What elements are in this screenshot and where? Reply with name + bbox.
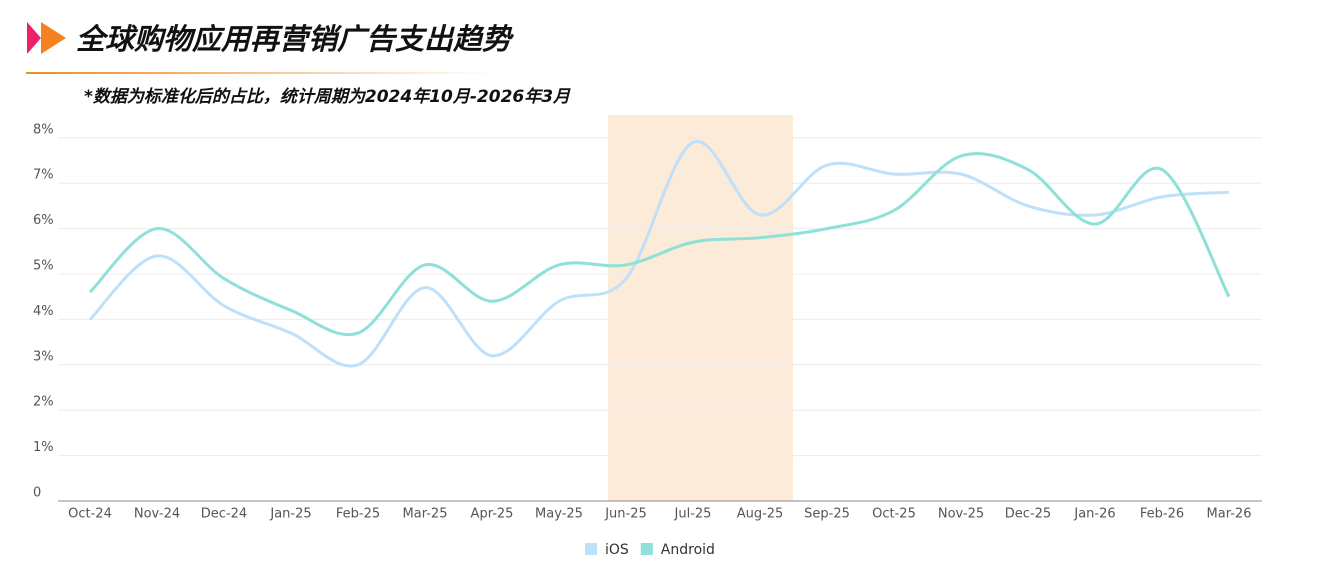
x-tick-label: Apr-25 — [471, 507, 514, 522]
icon — [41, 22, 66, 54]
x-tick-label: Mar-26 — [1207, 507, 1252, 522]
legend-label: Android — [661, 542, 715, 558]
x-tick-label: Dec-25 — [1005, 507, 1051, 522]
x-tick-label: Oct-24 — [68, 507, 112, 522]
legend-swatch — [585, 543, 597, 555]
legend-swatch — [640, 543, 653, 555]
x-tick-label: Mar-25 — [403, 507, 448, 522]
x-tick-label: May-25 — [535, 507, 583, 522]
x-tick-label: Feb-25 — [336, 507, 380, 522]
x-tick-label: Dec-24 — [201, 507, 247, 522]
icon — [27, 22, 41, 54]
x-tick-label: Nov-24 — [134, 507, 180, 522]
x-tick-label: Aug-25 — [737, 507, 784, 522]
y-tick-label: 5% — [33, 259, 54, 274]
x-tick-label: Jun-25 — [604, 507, 647, 522]
y-tick-label: 3% — [33, 349, 54, 364]
highlight-band — [608, 115, 793, 501]
x-tick-label: Jan-25 — [269, 507, 311, 522]
title-underline — [26, 72, 496, 74]
y-tick-label: 6% — [33, 213, 54, 228]
subtitle: *数据为标准化后的占比，统计周期为2024年10月-2026年3月 — [84, 87, 571, 107]
y-tick-label: 1% — [33, 440, 54, 455]
y-tick-label: 7% — [33, 168, 54, 183]
y-tick-label: 0 — [33, 486, 41, 501]
line-series — [88, 152, 1231, 337]
chart-title: 全球购物应用再营销广告支出趋势 — [76, 22, 514, 56]
y-tick-label: 4% — [33, 304, 54, 319]
line-series — [88, 139, 1230, 368]
x-tick-label: Oct-25 — [872, 507, 916, 522]
y-tick-label: 8% — [33, 122, 54, 137]
x-tick-label: Nov-25 — [938, 507, 984, 522]
x-tick-label: Jul-25 — [674, 507, 712, 522]
y-tick-label: 2% — [33, 395, 54, 410]
x-tick-label: Jan-26 — [1073, 507, 1115, 522]
x-tick-label: Feb-26 — [1140, 507, 1184, 522]
x-tick-label: Sep-25 — [804, 507, 850, 522]
legend-label: iOS — [605, 542, 629, 558]
